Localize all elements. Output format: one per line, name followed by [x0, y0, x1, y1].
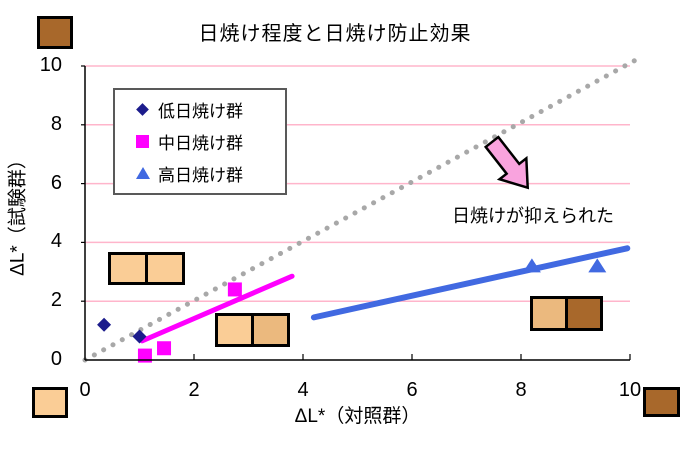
skin-swatch-cell — [35, 390, 65, 415]
y-tick-label: 8 — [50, 112, 62, 135]
legend-square-icon — [136, 134, 149, 148]
identity-line — [82, 57, 638, 363]
legend-label: 中日焼け群 — [158, 133, 243, 153]
marker-diamond — [132, 329, 147, 344]
skin-swatch-cell — [145, 255, 182, 282]
legend-triangle-icon — [135, 167, 150, 180]
legend-label: 低日焼け群 — [158, 102, 243, 122]
y-tick-label: 2 — [50, 289, 62, 312]
skin-swatch-corner-bottom-right — [643, 387, 680, 417]
x-tick-label: 10 — [618, 379, 642, 401]
skin-swatch-cell — [565, 299, 600, 328]
x-tick-label: 0 — [79, 379, 91, 401]
chart-title: 日焼け程度と日焼け防止効果 — [198, 23, 472, 45]
skin-swatch-cell — [218, 316, 251, 344]
legend-item: 中日焼け群 — [135, 128, 285, 154]
x-axis-label: ΔL*（対照群） — [294, 406, 421, 427]
legend-diamond-icon — [136, 103, 149, 117]
skin-swatch-cell — [646, 390, 677, 414]
x-tick-label: 4 — [297, 379, 309, 401]
y-tick-label: 10 — [39, 54, 62, 76]
y-axis-label: ΔL*（試験群） — [7, 150, 29, 276]
y-tick-label: 4 — [50, 230, 62, 253]
x-tick-label: 8 — [515, 379, 527, 401]
legend-label: 高日焼け群 — [158, 165, 243, 185]
legend-item: 低日焼け群 — [135, 97, 285, 123]
trendline-triangle — [310, 245, 631, 321]
trendline-square — [139, 273, 295, 344]
skin-swatch-pair-low — [108, 252, 185, 285]
skin-swatch-cell — [533, 299, 565, 328]
marker-triangle — [588, 258, 607, 273]
skin-swatch-corner-bottom-left — [32, 387, 68, 418]
x-tick-label: 2 — [188, 379, 200, 401]
skin-swatch-cell — [251, 316, 287, 344]
skin-swatch-pair-high — [530, 296, 603, 331]
skin-swatch-cell — [111, 255, 145, 282]
marker-triangle — [522, 258, 541, 273]
marker-square — [227, 282, 242, 297]
skin-swatch-cell — [40, 19, 70, 46]
marker-square — [157, 341, 172, 356]
y-tick-label: 0 — [50, 348, 62, 370]
y-tick-label: 6 — [50, 171, 62, 194]
legend-item: 高日焼け群 — [135, 160, 285, 186]
x-tick-label: 6 — [406, 379, 418, 401]
skin-swatch-corner-top-left — [37, 16, 73, 49]
skin-swatch-pair-mid — [215, 313, 290, 347]
legend: 低日焼け群中日焼け群高日焼け群 — [113, 88, 287, 195]
marker-square — [137, 348, 152, 363]
annotation-text: 日焼けが抑えられた — [452, 206, 614, 226]
marker-diamond — [97, 317, 112, 332]
annotation-arrow-icon — [483, 135, 530, 190]
